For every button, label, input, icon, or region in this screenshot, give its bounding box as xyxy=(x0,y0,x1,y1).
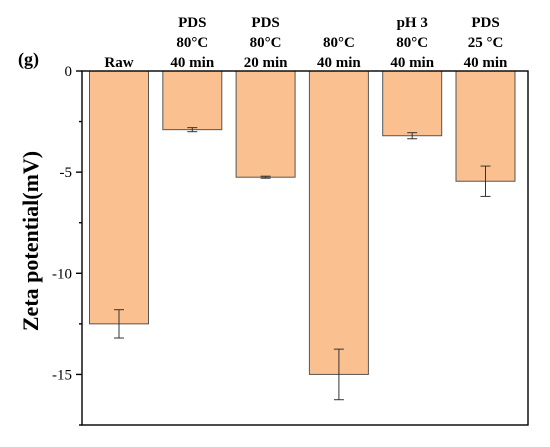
error-bar-1 xyxy=(114,309,124,339)
category-label-3-line-3: 20 min xyxy=(244,55,288,71)
y-axis-title: Zeta potential(mV) xyxy=(18,151,43,331)
category-label-6-line-2: 25 °C xyxy=(468,35,504,51)
bar-6 xyxy=(455,70,516,182)
category-label-2-line-1: PDS xyxy=(178,15,206,31)
bar-2 xyxy=(162,70,223,131)
category-label-2-line-3: 40 min xyxy=(170,55,214,71)
panel-label: (g) xyxy=(18,49,39,70)
error-bar-6 xyxy=(480,165,491,197)
y-tick-label-4: -15 xyxy=(52,367,72,383)
bar-5 xyxy=(382,70,443,137)
bar-3 xyxy=(235,70,296,178)
error-bar-2 xyxy=(187,127,198,133)
category-label-5-line-3: 40 min xyxy=(390,55,434,71)
plot-area: Raw PDS 80°C 40 min PDS 80°C 20 min 80°C 40 min p… xyxy=(52,15,529,426)
y-tick-label-3: -10 xyxy=(52,266,72,282)
error-bar-4 xyxy=(333,348,344,401)
error-bar-3 xyxy=(260,175,271,179)
category-label-4-line-1: 80°C xyxy=(323,35,355,51)
category-label-1-line-1: Raw xyxy=(104,55,133,71)
category-label-3-line-1: PDS xyxy=(251,15,279,31)
plot-frame xyxy=(81,70,529,426)
category-label-4-line-2: 40 min xyxy=(317,55,361,71)
category-label-2-line-2: 80°C xyxy=(176,35,208,51)
category-label-3-line-2: 80°C xyxy=(250,35,282,51)
bar-1 xyxy=(89,70,149,325)
y-tick-label-1: 0 xyxy=(65,64,73,80)
category-label-6-line-1: PDS xyxy=(471,15,499,31)
bar-4 xyxy=(308,70,369,375)
category-label-5-line-1: pH 3 xyxy=(397,15,428,31)
category-label-5-line-2: 80°C xyxy=(396,35,428,51)
category-label-6-line-3: 40 min xyxy=(464,55,508,71)
y-tick-label-2: -5 xyxy=(60,165,73,181)
error-bar-5 xyxy=(407,132,418,140)
